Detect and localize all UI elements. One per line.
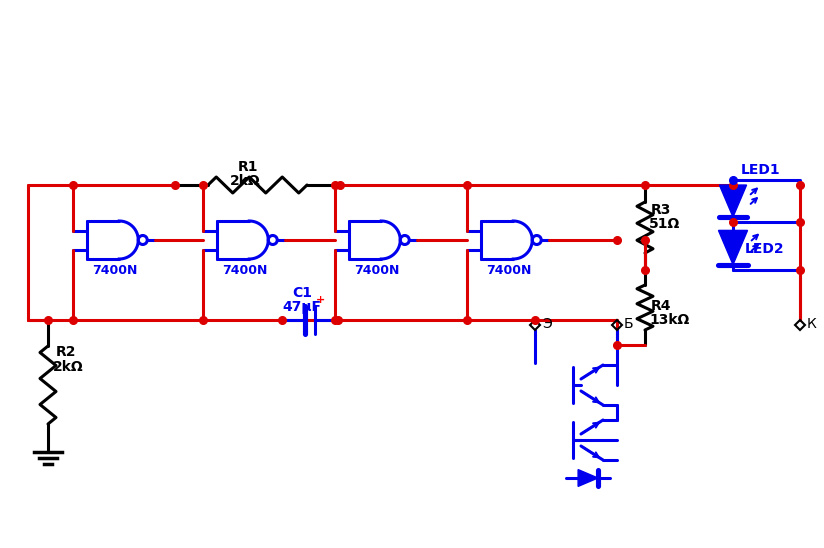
- Polygon shape: [719, 230, 747, 265]
- Text: 2kΩ: 2kΩ: [53, 360, 83, 374]
- Text: LED2: LED2: [745, 242, 784, 256]
- Text: C1: C1: [292, 286, 312, 300]
- Text: 7400N: 7400N: [486, 264, 531, 277]
- Text: 47μF: 47μF: [282, 300, 321, 314]
- Polygon shape: [719, 185, 747, 217]
- Text: Б: Б: [624, 317, 634, 331]
- Text: LED1: LED1: [741, 163, 780, 177]
- Text: 7400N: 7400N: [222, 264, 267, 277]
- Polygon shape: [578, 470, 598, 487]
- Text: Э: Э: [542, 317, 552, 331]
- Text: 13kΩ: 13kΩ: [649, 313, 689, 327]
- Text: 7400N: 7400N: [354, 264, 400, 277]
- Text: R4: R4: [651, 299, 672, 313]
- Text: +: +: [316, 295, 325, 305]
- Text: К: К: [807, 317, 817, 331]
- Text: 51Ω: 51Ω: [649, 217, 681, 231]
- Text: 7400N: 7400N: [92, 264, 138, 277]
- Text: 2kΩ: 2kΩ: [230, 174, 260, 188]
- Text: R1: R1: [238, 160, 259, 174]
- Text: R3: R3: [651, 203, 672, 217]
- Text: R2: R2: [56, 345, 77, 359]
